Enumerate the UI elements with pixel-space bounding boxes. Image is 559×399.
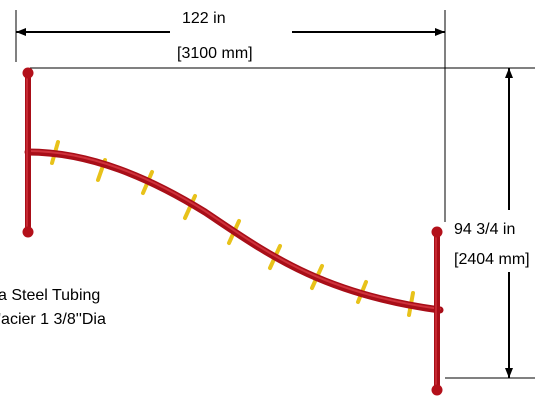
height-imperial-label: 94 3/4 in	[454, 221, 515, 238]
right-post-top-cap	[431, 226, 443, 238]
right-post-bottom-cap	[431, 384, 443, 396]
left-post-top-cap	[22, 67, 34, 79]
curved-tube-highlight	[27, 150, 441, 310]
material-label-line2: 'acier 1 3/8''Dia	[0, 311, 106, 328]
height-metric-label: [2404 mm]	[454, 251, 530, 268]
width-metric-label: [3100 mm]	[177, 45, 253, 62]
left-post-bottom-cap	[22, 226, 34, 238]
width-imperial-label: 122 in	[182, 10, 226, 27]
material-label-line1: a Steel Tubing	[0, 287, 100, 304]
